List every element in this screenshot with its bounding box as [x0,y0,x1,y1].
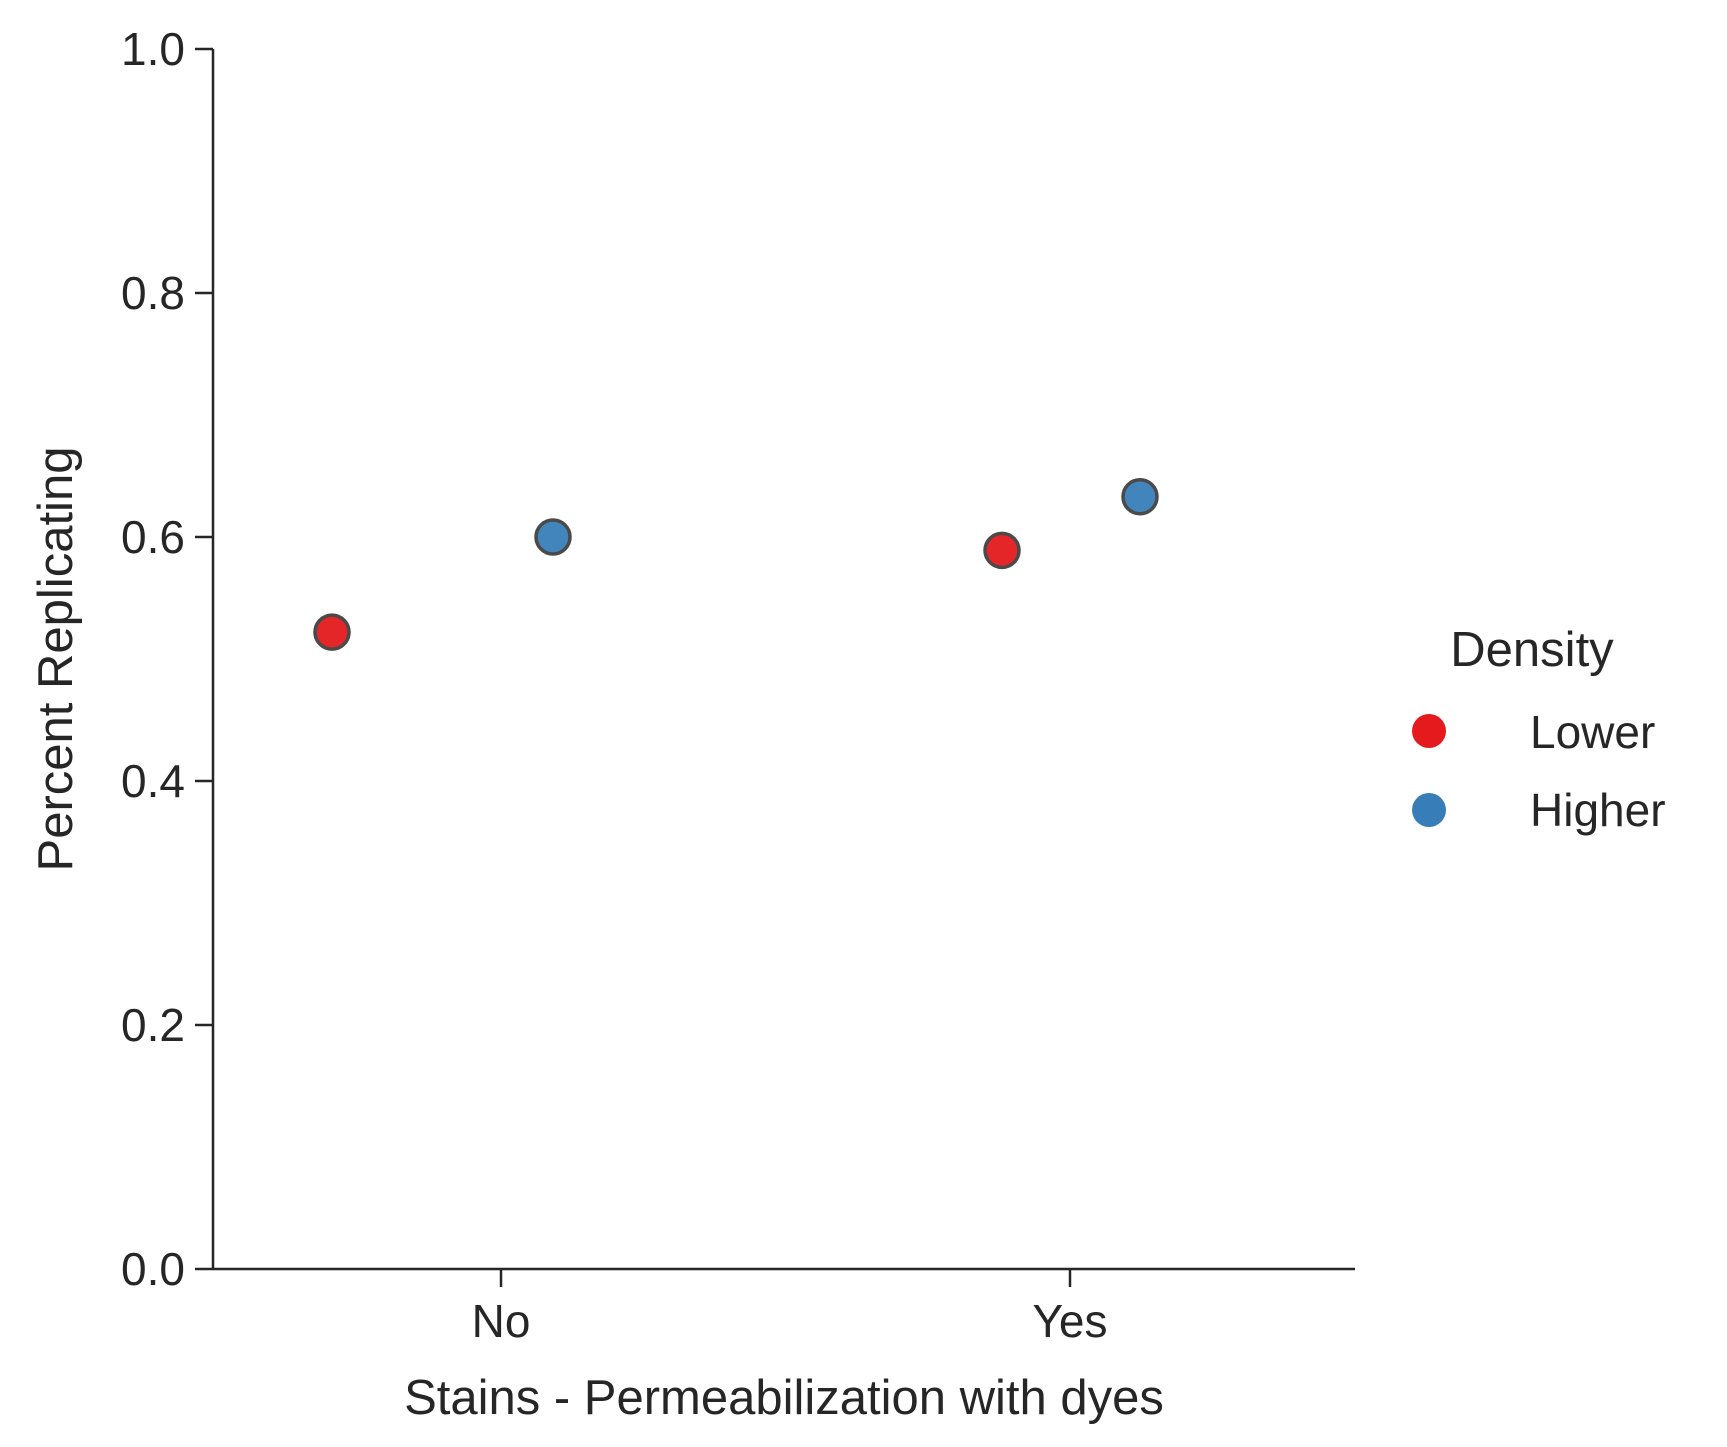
legend-title: Density [1450,623,1614,677]
y-tick-label: 0.0 [121,1243,185,1295]
y-tick-label: 0.8 [121,267,185,319]
y-tick-label: 0.6 [121,511,185,563]
data-point-higher-no [534,518,572,556]
y-tick-label: 0.2 [121,999,185,1051]
x-ticks: No Yes [472,1269,1108,1347]
x-tick-label: Yes [1032,1295,1107,1347]
y-axis-label: Percent Replicating [29,447,83,872]
data-point-lower-no [313,613,351,651]
legend-marker-higher [1412,793,1446,827]
legend-label-lower: Lower [1530,706,1655,758]
legend-marker-lower [1412,714,1446,748]
data-points [313,477,1159,651]
y-tick-label: 1.0 [121,23,185,75]
x-tick-label: No [472,1295,531,1347]
y-ticks: 0.0 0.2 0.4 0.6 0.8 1.0 [121,23,213,1295]
legend-label-higher: Higher [1530,784,1666,836]
y-tick-label: 0.4 [121,755,185,807]
x-axis-label: Stains - Permeabilization with dyes [404,1371,1164,1425]
data-point-lower-yes [983,531,1021,570]
data-point-higher-yes [1121,477,1159,516]
axes: 0.0 0.2 0.4 0.6 0.8 1.0 No Yes [121,23,1355,1347]
legend: Density Lower Higher [1412,623,1666,836]
